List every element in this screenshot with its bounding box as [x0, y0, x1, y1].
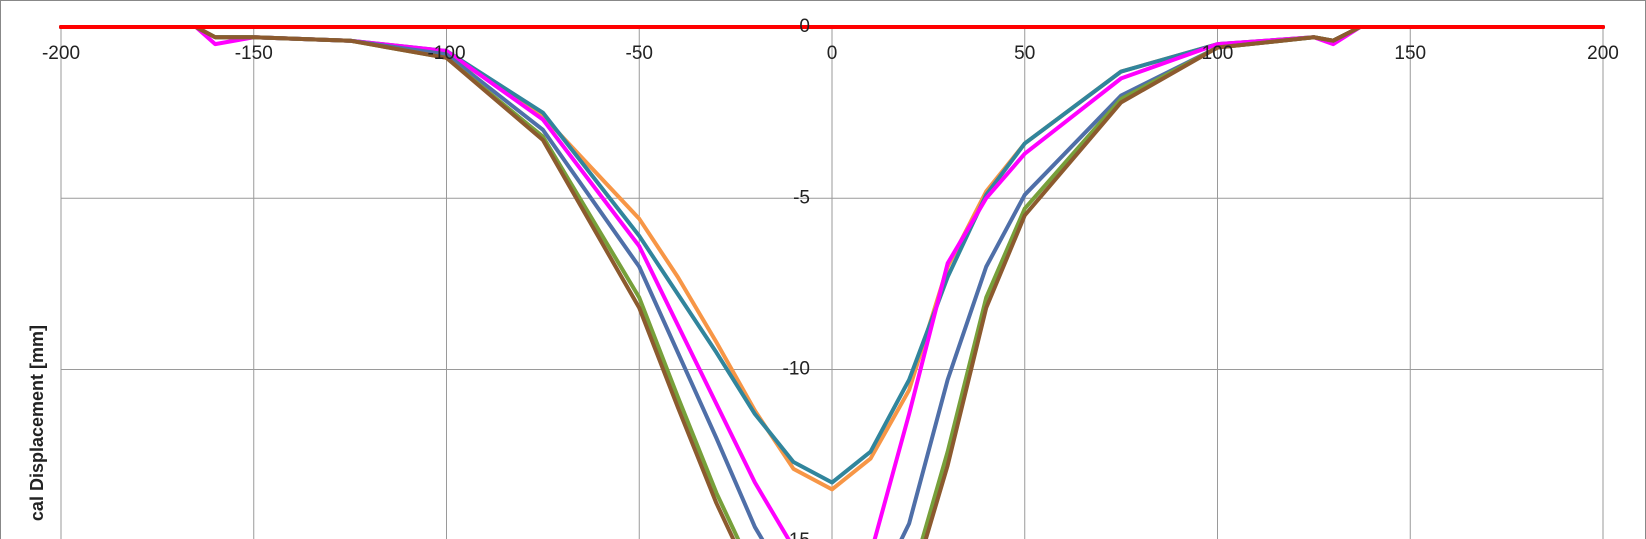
x-tick-label: -50 — [626, 43, 653, 64]
x-tick-label: -100 — [427, 43, 465, 64]
x-tick-label: -150 — [235, 43, 273, 64]
x-tick-label: 0 — [827, 43, 838, 64]
y-tick-label: -5 — [793, 187, 810, 208]
x-tick-label: 150 — [1394, 43, 1426, 64]
lines — [59, 25, 1605, 539]
y-tick-label: -10 — [783, 359, 810, 380]
y-tick-label: -15 — [783, 530, 810, 539]
x-tick-label: -200 — [42, 43, 80, 64]
series-line — [59, 25, 1605, 539]
x-tick-label: 200 — [1587, 43, 1619, 64]
y-tick-label: 0 — [799, 16, 810, 37]
y-axis-title: cal Displacement [mm] — [27, 325, 47, 521]
x-tick-label: 100 — [1202, 43, 1234, 64]
x-tick-label: 50 — [1014, 43, 1035, 64]
